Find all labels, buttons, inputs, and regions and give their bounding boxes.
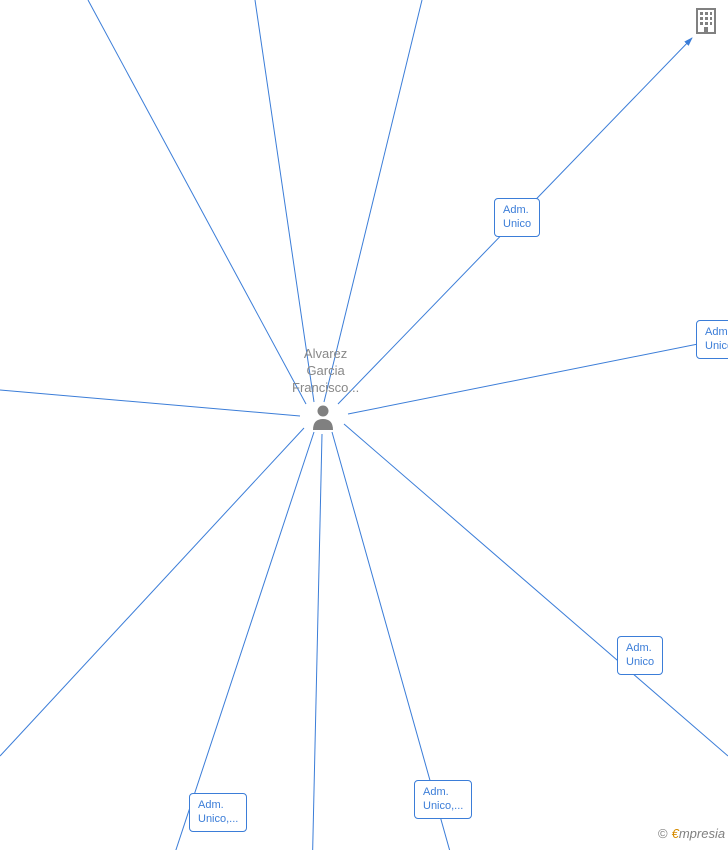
edge — [0, 390, 300, 416]
person-icon — [311, 404, 335, 435]
network-canvas — [0, 0, 728, 850]
edge — [324, 0, 422, 402]
building-icon — [695, 7, 717, 40]
edge — [348, 338, 728, 414]
copyright-symbol: © — [658, 826, 668, 841]
edge-label: Adm. Unico — [696, 320, 728, 359]
edge-label: Adm. Unico,... — [189, 793, 247, 832]
edge — [88, 0, 306, 404]
edge — [166, 432, 314, 850]
center-node-label: Alvarez Garcia Francisco... — [292, 346, 359, 397]
watermark-rest: mpresia — [679, 826, 725, 841]
watermark-e: € — [672, 826, 679, 841]
edge-label: Adm. Unico — [494, 198, 540, 237]
edge — [255, 0, 314, 402]
edge — [344, 424, 728, 756]
edge — [0, 428, 304, 756]
edge-label: Adm. Unico,... — [414, 780, 472, 819]
watermark: © €mpresia — [658, 826, 725, 841]
edge-label: Adm. Unico — [617, 636, 663, 675]
edge — [312, 434, 322, 850]
